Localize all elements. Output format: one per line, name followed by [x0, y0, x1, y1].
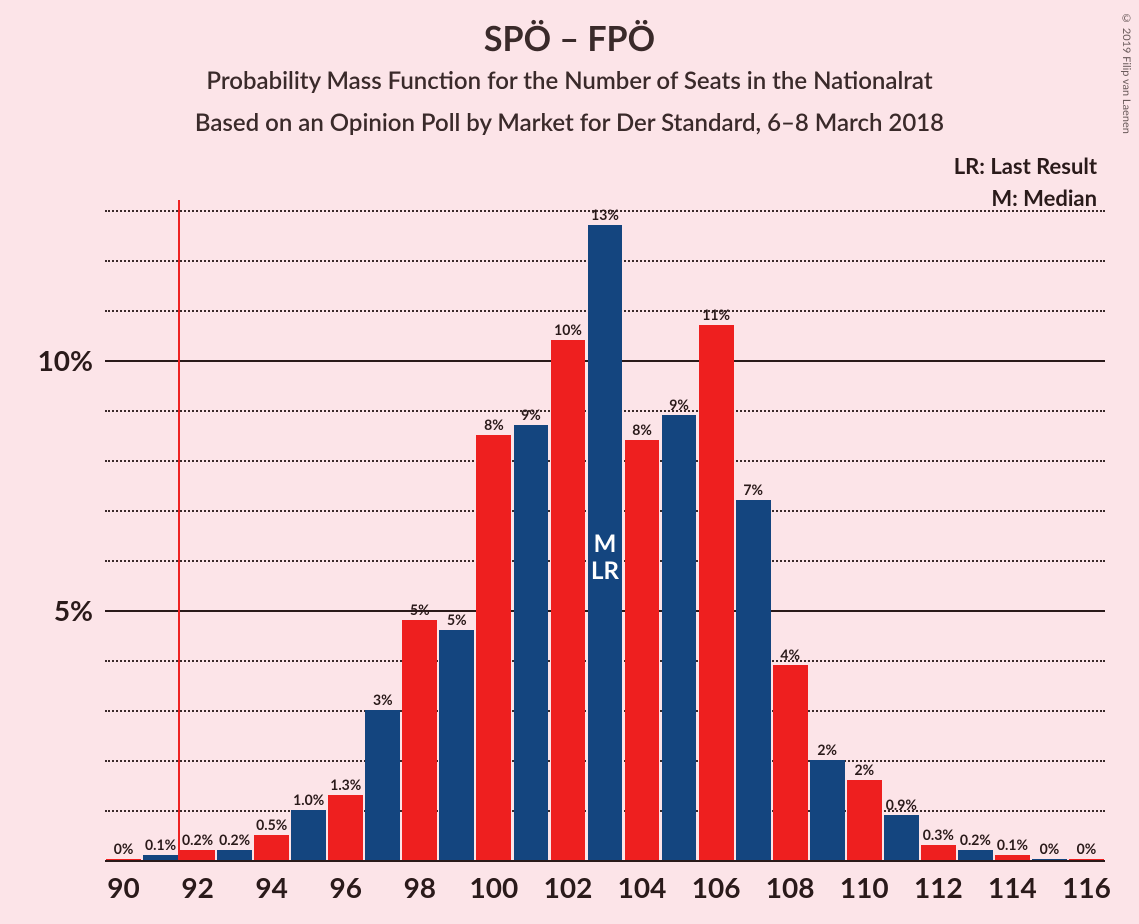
bar-value-label: 4% — [780, 646, 800, 665]
bar: 1.3% — [328, 795, 363, 860]
bar: 3% — [365, 710, 400, 860]
bar: 0.9% — [884, 815, 919, 860]
bar: 0.2% — [180, 850, 215, 860]
x-axis-label: 104 — [618, 860, 667, 904]
bar: 8% — [625, 440, 660, 860]
x-axis-label: 106 — [692, 860, 741, 904]
chart-title: SPÖ – FPÖ — [0, 18, 1139, 59]
bar-value-label: 8% — [632, 421, 652, 440]
bar-value-label: 13% — [591, 206, 619, 225]
bar-value-label: 5% — [410, 601, 430, 620]
bar-value-label: 0.9% — [886, 796, 917, 815]
bar-value-label: 3% — [373, 691, 393, 710]
bar-value-label: 0% — [114, 840, 134, 859]
x-axis-label: 116 — [1062, 860, 1111, 904]
x-axis-label: 100 — [470, 860, 519, 904]
x-axis-label: 98 — [404, 860, 436, 904]
bar-value-label: 11% — [702, 306, 730, 325]
bar: 0.3% — [921, 845, 956, 860]
bar-value-label: 1.0% — [293, 791, 324, 810]
y-axis-label: 5% — [54, 593, 105, 627]
bar: 4% — [773, 665, 808, 860]
bar: 10% — [551, 340, 586, 860]
bar-value-label: 1.3% — [330, 776, 361, 795]
bar: 9% — [514, 425, 549, 860]
bar-value-label: 0.5% — [256, 816, 287, 835]
bar: 0.1% — [143, 855, 178, 860]
bar-value-label: 9% — [521, 406, 541, 425]
bar: 9% — [662, 415, 697, 860]
legend-last-result: LR: Last Result — [954, 152, 1097, 179]
last-result-line — [178, 200, 180, 860]
bar: 2% — [847, 780, 882, 860]
bar-value-label: 0.1% — [145, 836, 176, 855]
bar-value-label: 8% — [484, 416, 504, 435]
bar-value-label: 0% — [1040, 840, 1060, 859]
bar-value-label: 0.2% — [219, 831, 250, 850]
bar-value-label: 0.2% — [960, 831, 991, 850]
x-axis-label: 114 — [988, 860, 1037, 904]
x-axis-label: 96 — [329, 860, 361, 904]
x-axis-label: 110 — [840, 860, 889, 904]
bar: 2% — [810, 760, 845, 860]
bar-value-label: 7% — [743, 481, 763, 500]
plot-area: 5%10%0%0.1%0.2%0.2%0.5%1.0%1.3%3%5%5%8%9… — [105, 200, 1105, 860]
bar-value-label: 2% — [817, 741, 837, 760]
bar: 5% — [402, 620, 437, 860]
chart-container: SPÖ – FPÖ Probability Mass Function for … — [0, 0, 1139, 924]
bar-value-label: 2% — [854, 761, 874, 780]
x-axis-label: 112 — [914, 860, 963, 904]
x-axis-label: 108 — [766, 860, 815, 904]
bar-value-label: 0.1% — [997, 836, 1028, 855]
bar-value-label: 0.3% — [923, 826, 954, 845]
x-axis-label: 102 — [544, 860, 593, 904]
chart-subtitle-1: Probability Mass Function for the Number… — [0, 66, 1139, 95]
bar-value-label: 5% — [447, 611, 467, 630]
x-axis-label: 94 — [255, 860, 287, 904]
bar: 13%MLR — [588, 225, 623, 860]
bar-value-label: 9% — [669, 396, 689, 415]
bar: 0.2% — [958, 850, 993, 860]
bar: 8% — [476, 435, 511, 860]
y-axis-label: 10% — [38, 343, 105, 377]
bar: 11% — [699, 325, 734, 860]
x-axis-label: 90 — [107, 860, 139, 904]
bar: 0.5% — [254, 835, 289, 860]
median-marker: MLR — [591, 530, 619, 585]
x-axis-label: 92 — [181, 860, 213, 904]
chart-subtitle-2: Based on an Opinion Poll by Market for D… — [0, 108, 1139, 137]
bar: 1.0% — [291, 810, 326, 860]
bar: 5% — [439, 630, 474, 860]
copyright-text: © 2019 Filip van Laenen — [1120, 12, 1133, 134]
bar: 0.2% — [217, 850, 252, 860]
bar-value-label: 0.2% — [182, 831, 213, 850]
bar-value-label: 0% — [1077, 840, 1097, 859]
bar: 7% — [736, 500, 771, 860]
bar-value-label: 10% — [554, 321, 582, 340]
